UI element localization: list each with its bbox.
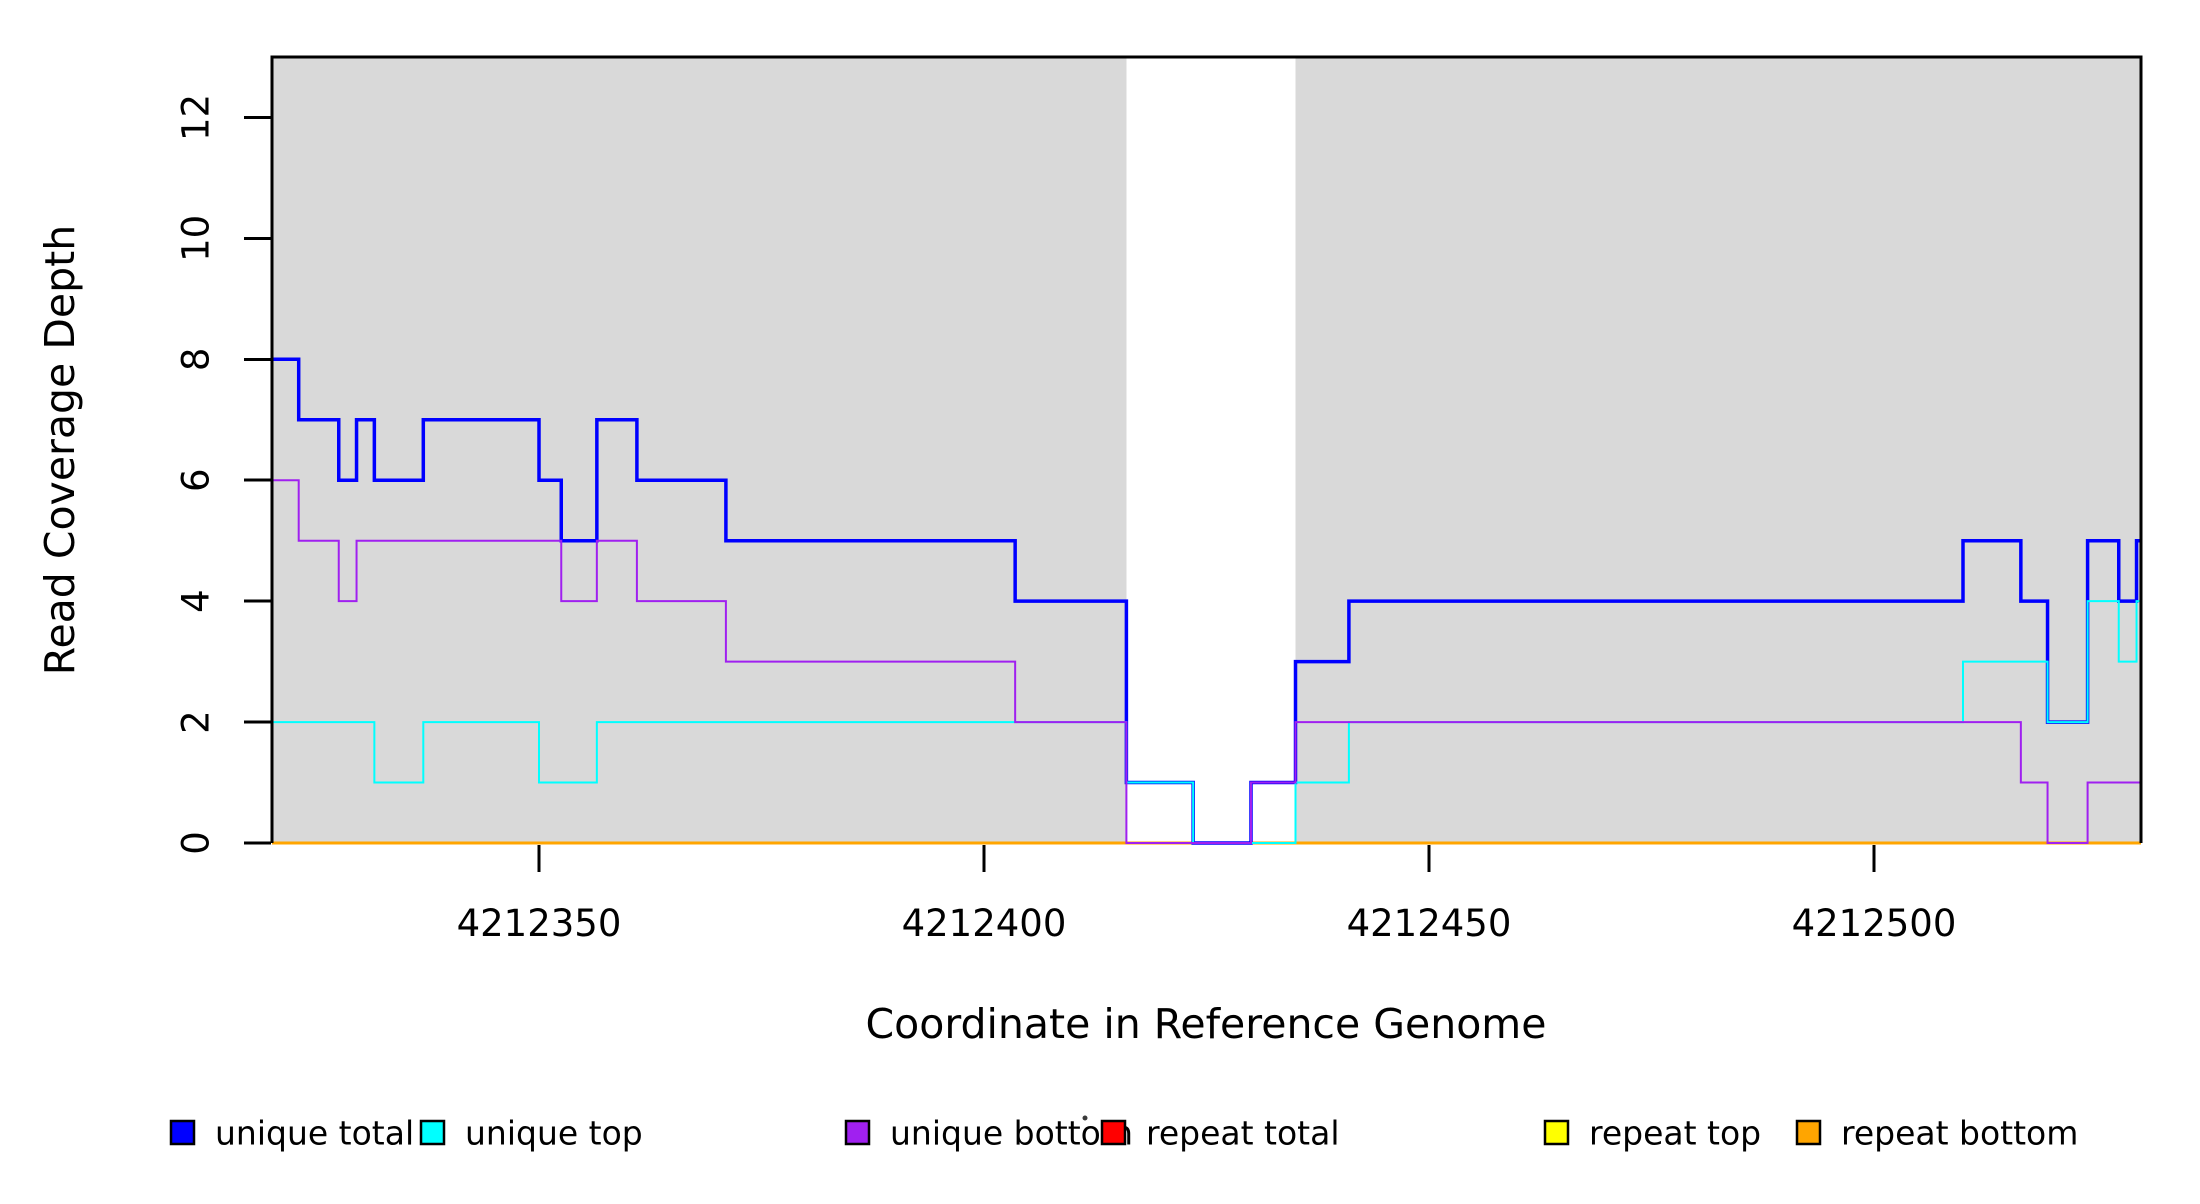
y-tick-label: 12: [175, 94, 218, 141]
legend-label-unique-bottom: unique bottom: [890, 1114, 1133, 1153]
x-axis-label: Coordinate in Reference Genome: [866, 1000, 1547, 1048]
y-tick-label: 0: [175, 831, 218, 855]
y-tick-label: 4: [175, 589, 218, 613]
legend-label-repeat-top: repeat top: [1589, 1114, 1761, 1153]
legend-swatch-unique-total: [169, 1119, 196, 1146]
shaded-regions-group: [272, 57, 2141, 843]
legend-swatch-unique-top: [419, 1119, 446, 1146]
legend-swatch-repeat-bottom: [1795, 1119, 1822, 1146]
y-tick-label: 8: [175, 348, 218, 372]
legend-label-unique-total: unique total: [215, 1114, 414, 1153]
legend-group: unique total unique top unique bottom repea…: [169, 1114, 2078, 1153]
x-tick-label: 4212500: [1792, 902, 1957, 945]
series-line-unique-top: [272, 600, 2141, 844]
y-tick-label: 6: [175, 468, 218, 492]
legend-label-unique-top: unique top: [465, 1114, 643, 1153]
legend-swatch-repeat-total: [1100, 1119, 1127, 1146]
y-tick-label: 10: [175, 215, 218, 262]
shaded-region-right: [1295, 57, 2141, 843]
legend-stray-dot: [1082, 1115, 1088, 1121]
x-tick-label: 4212350: [457, 902, 622, 945]
legend-swatch-repeat-top: [1543, 1119, 1570, 1146]
y-axis-label: Read Coverage Depth: [36, 225, 84, 675]
legend-label-repeat-total: repeat total: [1146, 1114, 1340, 1153]
series-lines-group: [272, 357, 2141, 845]
legend-swatch-unique-bottom: [844, 1119, 871, 1146]
shaded-region-left: [272, 57, 1127, 843]
y-tick-label: 2: [175, 710, 218, 734]
series-line-unique-bottom: [272, 479, 2141, 844]
y-axis-group: 0 2 4 6 8 10 12: [175, 94, 271, 855]
x-tick-label: 4212450: [1347, 902, 1512, 945]
legend-label-repeat-bottom: repeat bottom: [1841, 1114, 2078, 1153]
x-tick-label: 4212400: [902, 902, 1067, 945]
x-axis-group: 4212350 4212400 4212450 4212500: [457, 845, 1957, 945]
plot-border: [270, 55, 2143, 843]
